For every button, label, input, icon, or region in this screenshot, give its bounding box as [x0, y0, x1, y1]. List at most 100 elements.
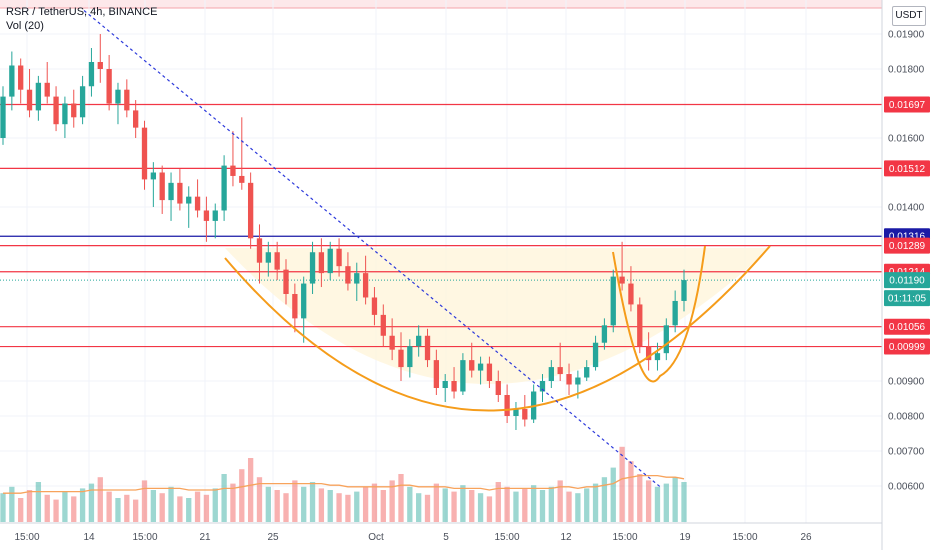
candle-body [354, 273, 360, 284]
volume-bar [115, 498, 121, 522]
volume-bar [18, 498, 24, 522]
volume-bar [9, 486, 15, 522]
volume-bar [495, 482, 501, 522]
candle-body [548, 367, 554, 381]
candle-body [645, 346, 652, 361]
volume-bar [141, 480, 148, 522]
x-tick-label: 25 [267, 532, 279, 543]
volume-bar [230, 483, 236, 522]
candle-body [451, 381, 457, 392]
candle-body [133, 110, 139, 128]
price-level-labels: 0.016970.015120.013160.012890.012140.010… [884, 96, 930, 355]
volume-ma-line [3, 474, 685, 494]
volume-bar [203, 494, 210, 522]
x-tick-label: Oct [368, 532, 384, 543]
candle-body [619, 276, 625, 284]
candle-body [681, 280, 687, 301]
volume-bar [663, 483, 669, 522]
candle-body [141, 127, 148, 180]
candle-body [0, 96, 6, 138]
candle-body [124, 89, 130, 111]
candle-body [398, 349, 404, 368]
candle-body [186, 196, 192, 204]
volume-bar [71, 496, 77, 522]
volume-bar [469, 490, 475, 522]
candle-body [9, 65, 15, 97]
candle-body [442, 381, 448, 388]
candle-body [18, 65, 24, 90]
volume-bar [389, 480, 395, 522]
y-tick-label: 0.00800 [888, 412, 925, 423]
symbol-title[interactable]: RSR / TetherUS, 4h, BINANCE [6, 6, 158, 18]
volume-bar [522, 488, 528, 522]
candle-body [106, 69, 112, 104]
volume-moving-average [3, 474, 685, 494]
candle-body [301, 283, 307, 319]
volume-bar [645, 480, 652, 522]
chart-patterns [83, 10, 771, 488]
candle-body [203, 210, 210, 221]
volume-bar [601, 477, 608, 522]
volume-bar [424, 494, 431, 522]
volume-bar [477, 493, 484, 522]
y-tick-label: 0.01900 [888, 30, 925, 41]
volume-bar [566, 491, 572, 522]
cup-fill-shape [225, 248, 770, 384]
volume-bar [292, 480, 298, 522]
candle-body [26, 89, 33, 111]
candle-body [115, 89, 121, 104]
volume-bar [442, 488, 448, 522]
candle-body [504, 395, 510, 416]
candle-body [557, 367, 563, 375]
x-tick-label: 21 [199, 532, 211, 543]
volume-bar [79, 488, 86, 522]
candle-body [628, 283, 634, 305]
time-axis[interactable]: 15:00 14 15:00 21 25 Oct 5 15:00 12 15:00 19 15:00 2… [14, 532, 812, 543]
volume-bar [212, 488, 218, 522]
downtrend-line [83, 10, 661, 488]
candle-body [345, 266, 351, 284]
x-tick-label: 5 [443, 532, 449, 543]
candle-body [309, 252, 316, 284]
candle-body [486, 363, 493, 381]
y-tick-label: 0.01400 [888, 203, 925, 214]
volume-bar [150, 490, 157, 522]
volume-bar [336, 493, 342, 522]
currency-button[interactable]: USDT [892, 6, 926, 26]
candle-body [495, 381, 501, 395]
volume-bar [239, 469, 245, 522]
level-label-bg [884, 318, 930, 335]
volume-bar [513, 491, 519, 522]
volume-indicator-title[interactable]: Vol (20) [6, 20, 44, 32]
candle-body [407, 346, 413, 368]
candle-body [62, 103, 68, 125]
candle-body [292, 294, 298, 319]
volume-bar [62, 491, 68, 522]
level-label: 0.01289 [889, 241, 926, 252]
cup-area-fill [225, 248, 770, 384]
volume-bar [619, 446, 625, 522]
level-label: 0.01512 [889, 164, 926, 175]
chart-legend: RSR / TetherUS, 4h, BINANCE Vol (20) [6, 5, 157, 33]
candle-body [469, 360, 475, 371]
volume-bar [610, 467, 616, 522]
volume-bar [35, 482, 42, 522]
volume-bar [177, 496, 183, 522]
volume-bar [186, 498, 192, 522]
volume-bar [318, 488, 325, 522]
volume-bar [168, 486, 174, 522]
volume-bar [672, 477, 678, 522]
x-tick-label: 26 [800, 532, 812, 543]
volume-bar [575, 493, 581, 522]
candle-body [584, 367, 590, 378]
candlesticks [0, 34, 687, 430]
volume-bar [309, 482, 316, 522]
volume-bar [159, 493, 165, 522]
candle-body [159, 172, 165, 201]
volume-bar [504, 486, 510, 522]
price-axis[interactable]: 0.01900 0.01800 0.01600 0.01400 0.00900 0.008… [888, 30, 925, 493]
candle-body [79, 86, 86, 118]
candle-body [168, 182, 174, 201]
volume-bar [354, 491, 360, 522]
